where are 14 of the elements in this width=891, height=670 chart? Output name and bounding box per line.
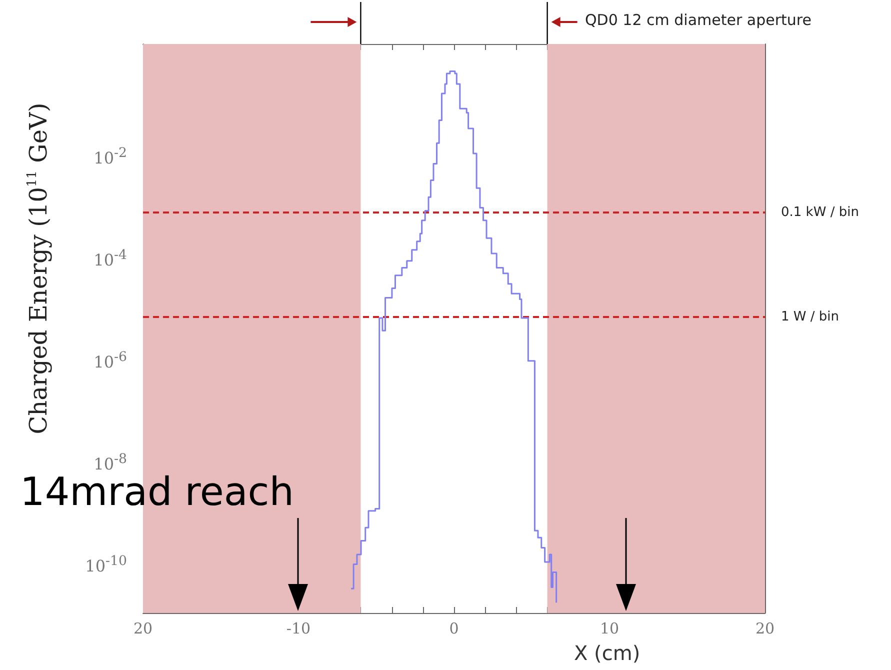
y-tick-label: 10$^{-6}$: [94, 348, 127, 372]
y-tick-label: 10$^{-2}$: [94, 144, 127, 167]
ref-line-label: 0.1 kW / bin: [781, 205, 859, 220]
x-tick-label: 20: [133, 620, 153, 638]
x-tick-label: -10: [286, 620, 311, 638]
x-tick-label: 10: [600, 620, 620, 638]
y-tick-label: 10$^{-10}$: [85, 552, 127, 576]
x-tick-label: 20: [755, 620, 775, 638]
text: QD0 12 cm diameter aperture: [585, 11, 812, 29]
ref-line-label: 1 W / bin: [781, 309, 840, 324]
y-axis-title: Charged Energy (1011 GeV): [24, 102, 52, 434]
y-tick-label: 10$^{-4}$: [94, 246, 127, 269]
x-axis-title: X (cm): [574, 641, 640, 665]
x-tick-label: 0: [449, 620, 459, 638]
